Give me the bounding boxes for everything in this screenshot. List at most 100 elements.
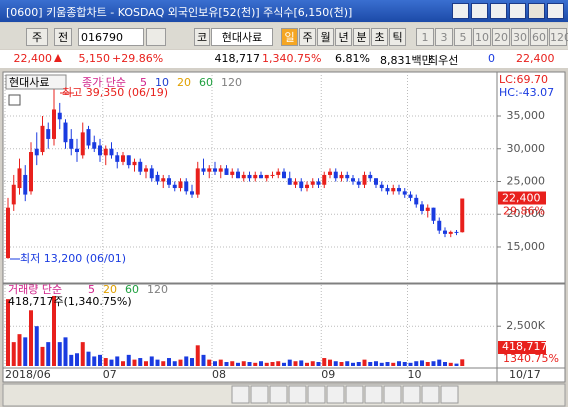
candle-body	[236, 171, 240, 179]
window-button[interactable]	[452, 3, 469, 19]
window-button[interactable]	[490, 3, 507, 19]
volume-bar	[207, 359, 212, 366]
candle-body	[195, 168, 200, 195]
window-button[interactable]	[547, 3, 564, 19]
candle-body	[80, 132, 85, 156]
volume-bar	[184, 356, 189, 366]
volume-bar	[86, 351, 91, 366]
candle-body	[397, 188, 401, 192]
period-button[interactable]: 일	[281, 28, 298, 46]
scroll-button	[421, 385, 440, 404]
candle-body	[46, 129, 51, 139]
volume-bar	[17, 334, 22, 366]
candle-body	[437, 220, 442, 231]
last-volume-pct: 1340.75%	[503, 352, 559, 365]
window-title: [0600] 키움종합차트 - KOSDAQ 외국인보유[52(천)] 주식수[…	[6, 6, 353, 19]
scrollbar	[2, 383, 566, 407]
period-button[interactable]: 틱	[389, 28, 406, 46]
volume-bar	[52, 295, 56, 366]
candle-body	[305, 184, 309, 189]
volume-bar	[69, 354, 74, 366]
volume-bar	[454, 363, 459, 366]
info-turnover: 6.81%	[335, 52, 370, 65]
interval-button[interactable]: 60	[530, 28, 548, 46]
interval-button[interactable]: 20	[492, 28, 510, 46]
stock-name[interactable]: 현대사료	[211, 28, 273, 46]
ma-period: 5	[140, 76, 147, 89]
period-button[interactable]: 초	[371, 28, 388, 46]
volume-note: 418,717주(1,340.75%)	[8, 295, 132, 308]
volume-bar	[23, 337, 28, 366]
y-tick-label: 25,000	[507, 174, 546, 187]
volume-bar	[333, 361, 338, 366]
candle-body	[224, 168, 229, 175]
interval-button[interactable]: 120	[549, 28, 568, 46]
volume-bar	[201, 354, 206, 366]
market2-button[interactable]: 코	[194, 28, 210, 46]
scroll-button	[326, 385, 345, 404]
candle-body	[34, 148, 39, 156]
candle-body	[448, 231, 453, 234]
x-tick-label: 2018/06	[5, 368, 51, 381]
candle-body	[155, 174, 160, 182]
market-select[interactable]: 주	[26, 28, 48, 46]
period-button[interactable]: 월	[317, 28, 334, 46]
candle-body	[190, 191, 194, 195]
candle-body	[259, 174, 263, 179]
volume-bar	[11, 342, 16, 366]
candle-body	[460, 198, 465, 233]
period-button[interactable]: 분	[353, 28, 370, 46]
stock-name-label: 현대사료	[9, 76, 49, 89]
volume-bar	[75, 353, 79, 366]
period-button[interactable]: 주	[299, 28, 316, 46]
interval-button[interactable]: 10	[473, 28, 491, 46]
ma-period: 120	[221, 76, 242, 89]
candle-body	[356, 181, 361, 185]
search-button[interactable]	[146, 28, 166, 46]
volume-bar	[46, 342, 51, 366]
candle-body	[322, 174, 327, 185]
interval-button[interactable]: 1	[416, 28, 434, 46]
high-note: 최고 39,350 (06/19)	[62, 86, 168, 99]
volume-bar	[224, 362, 229, 366]
interval-button[interactable]: 3	[435, 28, 453, 46]
candle-body	[293, 181, 298, 185]
info-price: 22,400	[13, 52, 53, 65]
y-tick-label: 2,500K	[506, 319, 545, 332]
code-input[interactable]: 016790	[78, 28, 144, 46]
scroll-button	[364, 385, 383, 404]
window-button[interactable]	[528, 3, 545, 19]
interval-button[interactable]: 30	[511, 28, 529, 46]
candle-body	[144, 168, 148, 172]
ma-period: 10	[155, 76, 169, 89]
candle-body	[339, 174, 344, 179]
volume-bar	[345, 361, 350, 366]
volume-bar	[448, 362, 453, 366]
info-change-pct: +29.86%	[112, 52, 164, 65]
period-button[interactable]: 년	[335, 28, 352, 46]
candle-body	[287, 178, 292, 185]
volume-bar	[287, 359, 292, 366]
volume-bar	[276, 361, 281, 366]
volume-name: 거래량 단순	[8, 283, 62, 296]
candle-body	[109, 148, 114, 156]
volume-bar	[339, 362, 344, 366]
candle-body	[270, 174, 275, 176]
candle-body	[184, 181, 189, 192]
window-button[interactable]	[471, 3, 488, 19]
volume-bar	[293, 361, 298, 366]
x-end-label: 10/17	[509, 368, 541, 381]
ma-period: 60	[125, 283, 139, 296]
window-button[interactable]	[509, 3, 526, 19]
ma-period: 60	[199, 76, 213, 89]
candle-body	[11, 184, 16, 205]
volume-bar	[443, 362, 447, 366]
candle-body	[138, 161, 143, 172]
candle-body	[63, 122, 68, 143]
candle-body	[276, 171, 281, 175]
info-row	[0, 50, 568, 68]
prev-button[interactable]: 전	[54, 28, 72, 46]
candle-body	[414, 197, 419, 205]
interval-button[interactable]: 5	[454, 28, 472, 46]
volume-bar	[391, 362, 396, 366]
